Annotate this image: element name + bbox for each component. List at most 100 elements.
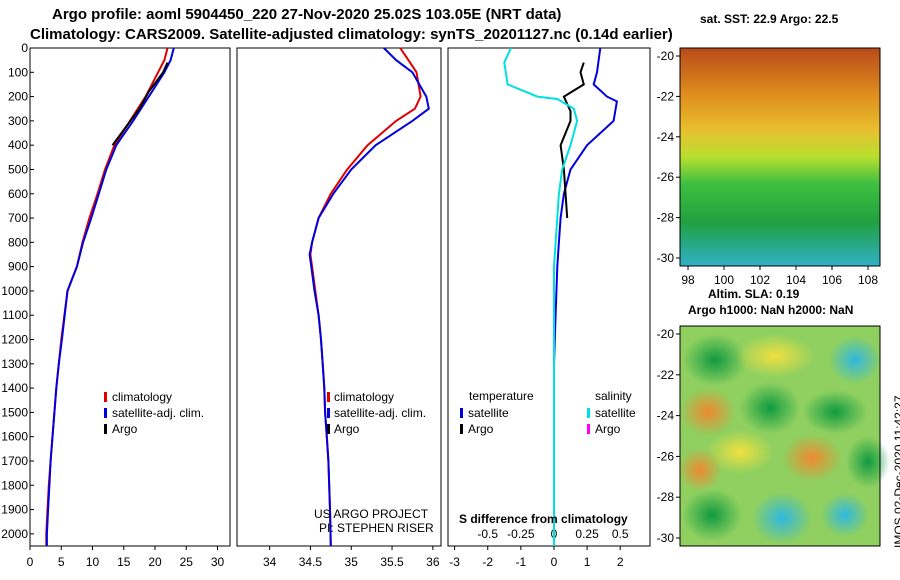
- legend-swatch-satellite: [327, 408, 330, 418]
- sst-title: sat. SST: 22.9 Argo: 22.5: [700, 12, 839, 26]
- sla-map: -20 -22 -24 -26 -28 -30: [657, 325, 890, 547]
- x-tick-label: 15: [117, 555, 131, 569]
- series-satellite-adj-clim-: [45, 47, 175, 546]
- sal-diff-tick-label: -0.5: [477, 527, 498, 541]
- x-tick-label: -2: [482, 555, 493, 569]
- legend-swatch-argo: [104, 424, 107, 434]
- depth-tick-label: 500: [8, 162, 28, 176]
- sla-eddy: [678, 448, 722, 492]
- x-tick-label: 0: [551, 555, 558, 569]
- lat-tick-label: -26: [657, 170, 675, 184]
- sla-eddy: [682, 489, 742, 541]
- temperature-legend: climatology satellite-adj. clim. Argo: [104, 390, 204, 436]
- legend-swatch-temp-satellite: [460, 408, 463, 418]
- project-credit: US ARGO PROJECT: [314, 507, 429, 521]
- depth-tick-label: 800: [8, 235, 28, 249]
- sst-field: [680, 48, 880, 266]
- x-tick-label: -3: [449, 555, 460, 569]
- salinity-legend: climatology satellite-adj. clim. Argo: [327, 390, 426, 436]
- x-tick-label: 35: [345, 555, 359, 569]
- lon-tick-label: 104: [786, 273, 806, 287]
- legend-sal-satellite: satellite: [595, 406, 636, 420]
- x-tick-label: 2: [617, 555, 624, 569]
- depth-tick-label: 100: [8, 65, 28, 79]
- depth-tick-label: 1500: [1, 405, 28, 419]
- sla-eddy: [706, 430, 774, 474]
- sst-lat-axis: -20 -22 -24 -26 -28 -30: [657, 49, 680, 265]
- legend-salinity-heading: salinity: [595, 389, 632, 403]
- salinity-panel: 34 34.5 35 35.5 36 climatology satellite-adj…: [236, 47, 442, 569]
- depth-tick-label: 300: [8, 114, 28, 128]
- sla-eddy: [683, 334, 747, 386]
- legend-swatch-satellite: [104, 408, 107, 418]
- salinity-frame: [236, 47, 442, 547]
- lat-tick-label: -26: [657, 449, 675, 463]
- depth-tick-label: 1100: [2, 308, 28, 322]
- lon-tick-label: 106: [822, 273, 842, 287]
- sla-eddy: [680, 388, 736, 436]
- difference-panel: -3 -2 -1 0 1 2 -0.5 -0.25 0 0.25 0.5 temperature …: [447, 47, 651, 569]
- lat-tick-label: -24: [657, 130, 675, 144]
- salinity-axis: 34 34.5 35 35.5 36: [263, 546, 440, 569]
- depth-tick-label: 1600: [1, 430, 28, 444]
- legend-argo: Argo: [334, 422, 360, 436]
- sla-eddy: [752, 492, 812, 544]
- lat-tick-label: -22: [657, 89, 675, 103]
- depth-tick-label: 1800: [1, 478, 28, 492]
- lon-tick-label: 100: [714, 273, 734, 287]
- lon-tick-label: 98: [681, 273, 695, 287]
- depth-tick-label: 1900: [1, 503, 28, 517]
- sal-diff-tick-label: -0.25: [507, 527, 535, 541]
- sla-title: Altim. SLA: 0.19: [708, 287, 800, 301]
- legend-argo: Argo: [112, 422, 138, 436]
- x-tick-label: 25: [180, 555, 194, 569]
- argo-height-readout: Argo h1000: NaN h2000: NaN: [688, 303, 854, 317]
- lat-tick-label: -28: [657, 490, 675, 504]
- title-line-1: Argo profile: aoml 5904450_220 27-Nov-20…: [52, 6, 562, 23]
- lat-tick-label: -30: [657, 531, 675, 545]
- x-tick-label: 30: [211, 555, 225, 569]
- sst-map: -20 -22 -24 -26 -28 -30 98 100 102 104 106 108: [657, 47, 881, 287]
- x-tick-label: 35.5: [380, 555, 404, 569]
- legend-swatch-climatology: [104, 392, 107, 402]
- depth-tick-label: 200: [8, 90, 28, 104]
- sla-eddy: [846, 436, 890, 488]
- lon-tick-label: 102: [750, 273, 770, 287]
- legend-satellite-adj: satellite-adj. clim.: [112, 406, 204, 420]
- depth-tick-label: 1400: [1, 381, 28, 395]
- imos-timestamp: IMOS 02-Dec-2020 11:42:27: [892, 395, 900, 548]
- difference-title: S difference from climatology: [459, 512, 628, 526]
- depth-tick-label: 1000: [1, 284, 28, 298]
- sst-frame: [679, 47, 881, 267]
- series-argo: [111, 62, 169, 146]
- sla-lat-axis: -20 -22 -24 -26 -28 -30: [657, 327, 680, 545]
- depth-tick-label: 0: [21, 41, 28, 55]
- legend-climatology: climatology: [334, 390, 394, 404]
- x-tick-label: 34: [263, 555, 277, 569]
- temperature-axis: 0 5 10 15 20 25 30: [27, 546, 225, 569]
- legend-temp-argo: Argo: [468, 422, 494, 436]
- lon-tick-label: 108: [858, 273, 878, 287]
- sla-eddy: [740, 382, 800, 434]
- legend-satellite-adj: satellite-adj. clim.: [334, 406, 426, 420]
- legend-climatology: climatology: [112, 390, 172, 404]
- depth-tick-label: 1200: [1, 333, 28, 347]
- series-satellite-adj-clim-: [308, 47, 430, 547]
- sla-eddy: [803, 390, 867, 434]
- temperature-frame: [29, 47, 231, 547]
- sla-frame: [679, 325, 881, 547]
- sal-diff-tick-label: 0.25: [575, 527, 599, 541]
- legend-swatch-climatology: [327, 392, 330, 402]
- difference-frame: [447, 47, 651, 547]
- sla-eddy: [829, 336, 881, 384]
- sal-diff-tick-label: 0.5: [612, 527, 629, 541]
- lat-tick-label: -30: [657, 251, 675, 265]
- depth-axis: 0 100 200 300 400 500 600 700 800 900 1000 1100 1200…: [1, 41, 452, 541]
- difference-axis: -3 -2 -1 0 1 2: [449, 546, 624, 569]
- depth-tick-label: 1700: [1, 454, 28, 468]
- depth-tick-label: 2000: [1, 527, 28, 541]
- lat-tick-label: -28: [657, 211, 675, 225]
- x-tick-label: -1: [516, 555, 527, 569]
- lat-tick-label: -20: [657, 327, 675, 341]
